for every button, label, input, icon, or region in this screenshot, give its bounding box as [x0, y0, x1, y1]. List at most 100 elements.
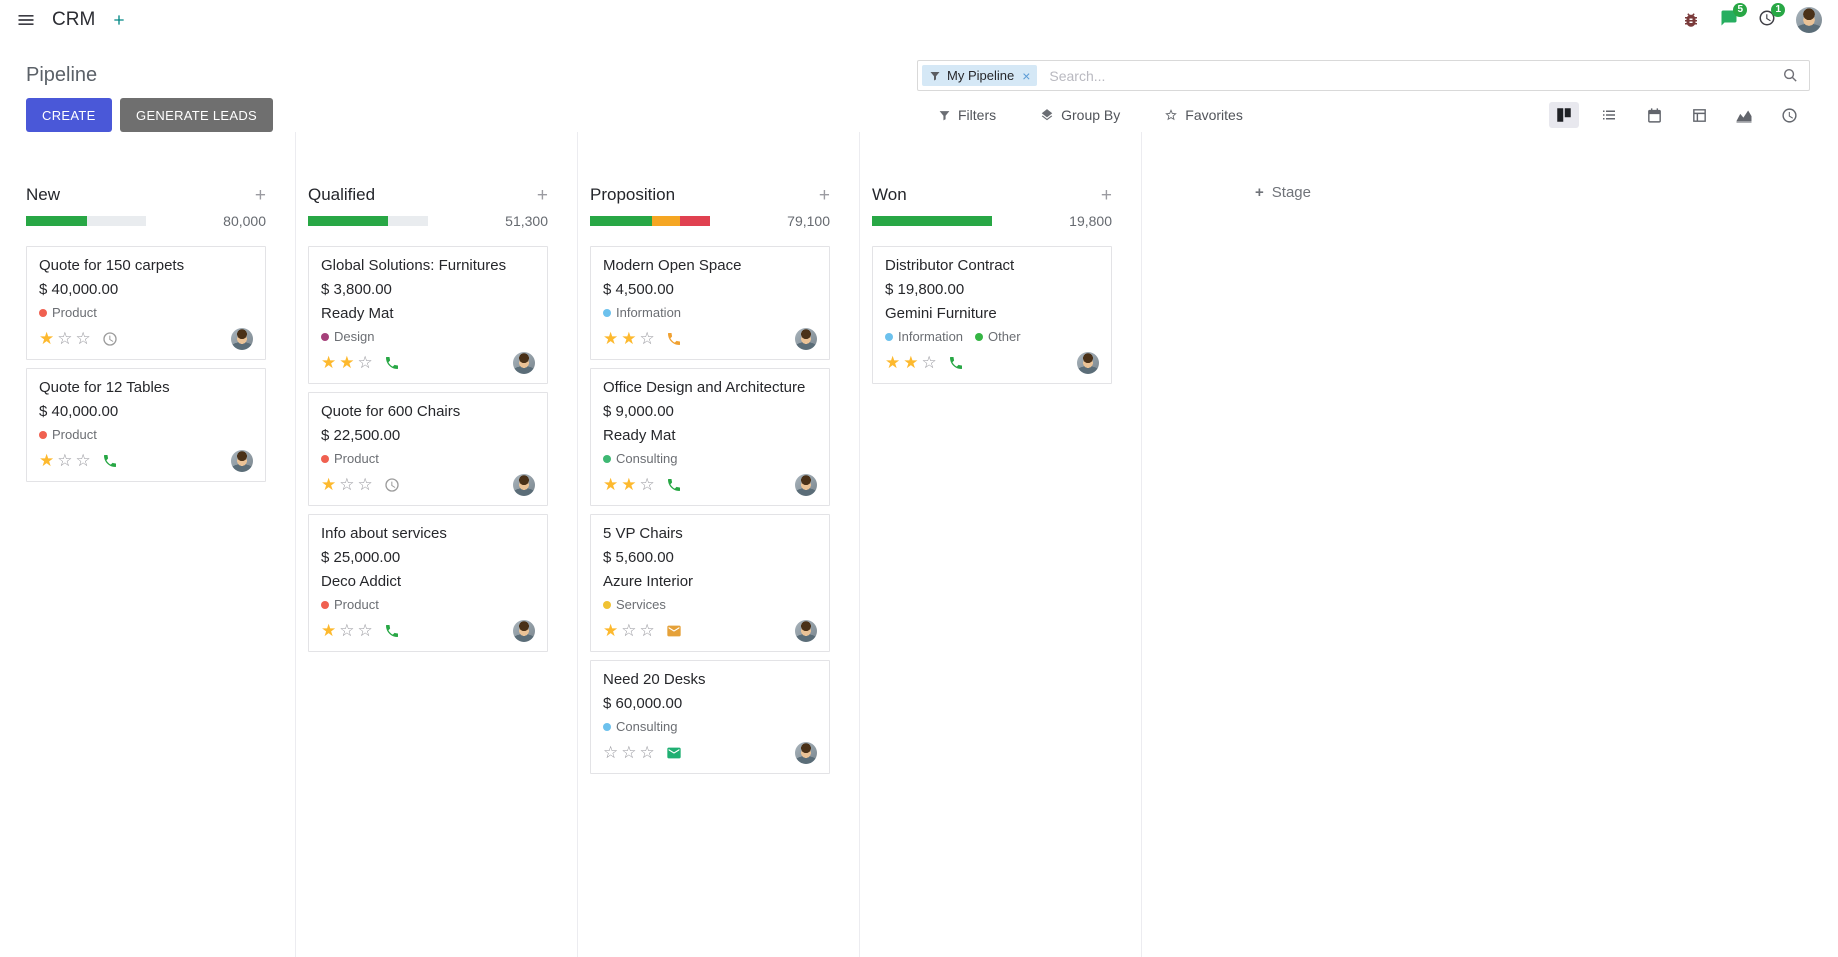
facet-remove-icon[interactable]: × [1022, 67, 1031, 84]
mail-activity-icon[interactable] [666, 745, 682, 761]
search-input[interactable] [1047, 66, 1782, 85]
group-by-menu[interactable]: Group By [1040, 107, 1120, 123]
kanban-card[interactable]: Quote for 150 carpets $ 40,000.00 Produc… [26, 246, 266, 360]
plus-icon[interactable] [111, 12, 127, 28]
column-progressbar[interactable] [872, 216, 992, 226]
bug-icon[interactable] [1682, 11, 1700, 29]
phone-activity-icon[interactable] [102, 453, 118, 469]
user-avatar[interactable] [1796, 7, 1822, 33]
card-amount: $ 9,000.00 [603, 403, 674, 420]
star-filled-icon[interactable]: ★ [321, 620, 337, 640]
star-filled-icon[interactable]: ★ [339, 352, 355, 372]
column-title[interactable]: Proposition [590, 185, 676, 204]
star-filled-icon[interactable]: ★ [903, 352, 919, 372]
calendar-view-button[interactable] [1639, 102, 1669, 128]
star-empty-icon[interactable]: ☆ [621, 620, 637, 640]
kanban-card[interactable]: Quote for 600 Chairs $ 22,500.00 Product… [308, 392, 548, 506]
phone-activity-icon[interactable] [384, 623, 400, 639]
list-view-button[interactable] [1594, 102, 1624, 128]
column-title[interactable]: New [26, 185, 61, 204]
star-empty-icon[interactable]: ☆ [75, 450, 91, 470]
phone-activity-icon[interactable] [666, 331, 682, 347]
salesperson-avatar[interactable] [1077, 352, 1099, 374]
search-bar[interactable]: My Pipeline × [917, 60, 1810, 91]
kanban-card[interactable]: Global Solutions: Furnitures $ 3,800.00 … [308, 246, 548, 384]
kanban-card[interactable]: Office Design and Architecture $ 9,000.0… [590, 368, 830, 506]
star-empty-icon[interactable]: ☆ [357, 352, 373, 372]
star-empty-icon[interactable]: ☆ [639, 474, 655, 494]
app-name[interactable]: CRM [52, 9, 96, 30]
column-progressbar[interactable] [26, 216, 146, 226]
add-card-button[interactable]: + [1100, 184, 1112, 206]
salesperson-avatar[interactable] [231, 328, 253, 350]
column-progressbar[interactable] [308, 216, 428, 226]
favorites-menu[interactable]: Favorites [1164, 107, 1243, 123]
star-filled-icon[interactable]: ★ [621, 328, 637, 348]
star-empty-icon[interactable]: ☆ [339, 620, 355, 640]
add-card-button[interactable]: + [536, 184, 548, 206]
star-empty-icon[interactable]: ☆ [621, 742, 637, 762]
salesperson-avatar[interactable] [795, 742, 817, 764]
kanban-card[interactable]: Quote for 12 Tables $ 40,000.00 Product … [26, 368, 266, 482]
salesperson-avatar[interactable] [795, 620, 817, 642]
kanban-card[interactable]: Distributor Contract $ 19,800.00 Gemini … [872, 246, 1112, 384]
activities-clock-icon[interactable] [1758, 9, 1776, 27]
star-filled-icon[interactable]: ★ [39, 450, 55, 470]
kanban-card[interactable]: Need 20 Desks $ 60,000.00 Consulting ☆ ☆ ☆ [590, 660, 830, 774]
star-empty-icon[interactable]: ☆ [75, 328, 91, 348]
filters-menu[interactable]: Filters [938, 107, 996, 123]
star-empty-icon[interactable]: ☆ [639, 328, 655, 348]
star-empty-icon[interactable]: ☆ [57, 450, 73, 470]
phone-activity-icon[interactable] [384, 355, 400, 371]
apps-menu-icon[interactable] [16, 10, 36, 30]
star-empty-icon[interactable]: ☆ [57, 328, 73, 348]
salesperson-avatar[interactable] [795, 328, 817, 350]
salesperson-avatar[interactable] [513, 474, 535, 496]
star-empty-icon[interactable]: ☆ [639, 620, 655, 640]
star-filled-icon[interactable]: ★ [321, 352, 337, 372]
star-filled-icon[interactable]: ★ [321, 474, 337, 494]
salesperson-avatar[interactable] [231, 450, 253, 472]
star-empty-icon[interactable]: ☆ [921, 352, 937, 372]
card-partner: Ready Mat [321, 305, 394, 322]
tag-label: Product [52, 427, 97, 442]
star-filled-icon[interactable]: ★ [603, 474, 619, 494]
kanban-card[interactable]: 5 VP Chairs $ 5,600.00 Azure Interior Se… [590, 514, 830, 652]
phone-activity-icon[interactable] [948, 355, 964, 371]
pivot-view-button[interactable] [1684, 102, 1714, 128]
star-filled-icon[interactable]: ★ [621, 474, 637, 494]
star-empty-icon[interactable]: ☆ [603, 742, 619, 762]
star-filled-icon[interactable]: ★ [39, 328, 55, 348]
add-stage-button[interactable]: + Stage [1255, 184, 1311, 201]
kanban-card[interactable]: Info about services $ 25,000.00 Deco Add… [308, 514, 548, 652]
star-empty-icon[interactable]: ☆ [357, 474, 373, 494]
star-filled-icon[interactable]: ★ [603, 328, 619, 348]
search-icon[interactable] [1782, 67, 1799, 84]
column-title[interactable]: Qualified [308, 185, 376, 204]
column-title[interactable]: Won [872, 185, 907, 204]
phone-activity-icon[interactable] [666, 477, 682, 493]
graph-view-button[interactable] [1729, 102, 1759, 128]
kanban-card[interactable]: Modern Open Space $ 4,500.00 Information… [590, 246, 830, 360]
salesperson-avatar[interactable] [795, 474, 817, 496]
messages-icon[interactable] [1720, 9, 1738, 27]
star-empty-icon[interactable]: ☆ [639, 742, 655, 762]
star-empty-icon[interactable]: ☆ [339, 474, 355, 494]
progress-green-segment [590, 216, 653, 226]
kanban-view-button[interactable] [1549, 102, 1579, 128]
clock-activity-icon[interactable] [102, 331, 118, 347]
column-progressbar[interactable] [590, 216, 710, 226]
salesperson-avatar[interactable] [513, 620, 535, 642]
salesperson-avatar[interactable] [513, 352, 535, 374]
star-empty-icon[interactable]: ☆ [357, 620, 373, 640]
star-filled-icon[interactable]: ★ [603, 620, 619, 640]
generate-leads-button[interactable]: GENERATE LEADS [120, 98, 274, 132]
activity-view-button[interactable] [1774, 102, 1804, 128]
create-button[interactable]: CREATE [26, 98, 112, 132]
add-card-button[interactable]: + [254, 184, 266, 206]
star-filled-icon[interactable]: ★ [885, 352, 901, 372]
clock-activity-icon[interactable] [384, 477, 400, 493]
mail-activity-icon[interactable] [666, 623, 682, 639]
card-tags: Product [39, 427, 253, 442]
add-card-button[interactable]: + [818, 184, 830, 206]
